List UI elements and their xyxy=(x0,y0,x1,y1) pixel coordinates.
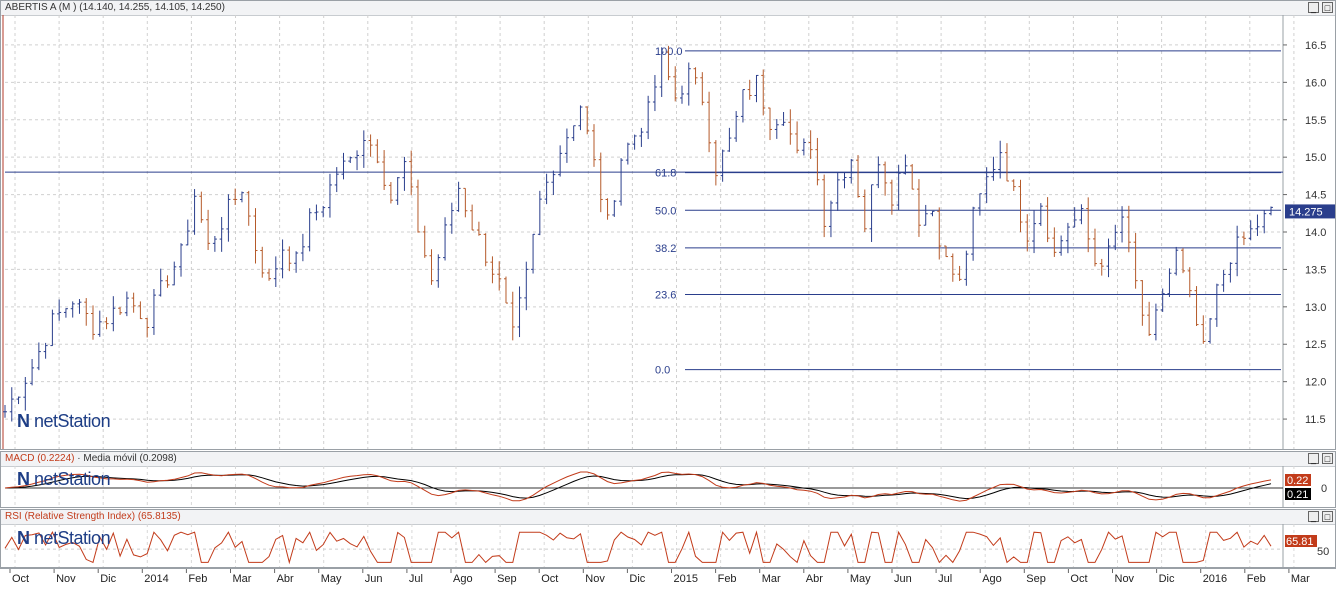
rsi-maximize-button[interactable]: □ xyxy=(1322,511,1333,522)
netstation-logo-rsi: N netStation xyxy=(17,528,111,548)
rsi-line xyxy=(4,530,1272,565)
y-tick-label: 16.0 xyxy=(1305,77,1326,89)
x-tick-label: Nov xyxy=(1115,573,1135,585)
macd-value: 0.22 xyxy=(1287,475,1308,487)
fib-level-label: 0.0 xyxy=(655,365,670,377)
y-tick-label: 13.5 xyxy=(1305,264,1326,276)
macd-panel: MACD (0.2224) · Media móvil (0.2098) _ □… xyxy=(0,451,1336,508)
x-tick-label: Oct xyxy=(1070,573,1087,585)
x-tick-label: Jun xyxy=(365,573,383,585)
x-tick-label: Feb xyxy=(188,573,207,585)
fib-level-label: 50.0 xyxy=(655,205,676,217)
fib-level-label: 23.6 xyxy=(655,289,676,301)
macd-minimize-button[interactable]: _ xyxy=(1308,453,1319,464)
x-tick-label: Nov xyxy=(585,573,605,585)
x-tick-label: Mar xyxy=(1291,573,1310,585)
y-tick-label: 12.5 xyxy=(1305,339,1326,351)
x-tick-label: Oct xyxy=(12,573,29,585)
y-tick-label: 16.5 xyxy=(1305,40,1326,52)
rsi-level-label: 50 xyxy=(1317,546,1329,558)
brand-text: netStation xyxy=(34,528,111,548)
x-tick-label: Jun xyxy=(894,573,912,585)
signal-value-tag xyxy=(1285,488,1311,500)
x-tick-label: Dic xyxy=(629,573,645,585)
macd-panel-titlebar: MACD (0.2224) · Media móvil (0.2098) xyxy=(1,452,1335,467)
price-panel-titlebar: ABERTIS A (M ) (14.140, 14.255, 14.105, … xyxy=(1,1,1335,16)
macd-value-tag xyxy=(1285,474,1311,486)
macd-ma-title: Media móvil (0.2098) xyxy=(83,453,177,464)
y-tick-label: 11.5 xyxy=(1305,414,1326,426)
rsi-value-tag xyxy=(1285,535,1317,547)
rsi-value: 65.81 xyxy=(1286,536,1314,548)
x-tick-label: Abr xyxy=(277,573,294,585)
x-tick-label: Jul xyxy=(409,573,423,585)
x-tick-label: 2015 xyxy=(674,573,698,585)
x-tick-label: Sep xyxy=(497,573,517,585)
x-tick-label: Abr xyxy=(806,573,823,585)
y-tick-label: 14.5 xyxy=(1305,190,1326,202)
fib-level-label: 38.2 xyxy=(655,243,676,255)
price-chart[interactable]: 11.5 12.0 12.5 13.0 13.5 14.0 14.5 15.0 15.5 16.0… xyxy=(1,15,1336,449)
y-tick-label: 15.5 xyxy=(1305,115,1326,127)
rsi-title: RSI (Relative Strength Index) (65.8135) xyxy=(5,511,181,522)
price-panel: ABERTIS A (M ) (14.140, 14.255, 14.105, … xyxy=(0,0,1336,450)
y-tick-label: 14.0 xyxy=(1305,227,1326,239)
x-tick-label: Feb xyxy=(718,573,737,585)
y-tick-label: 13.0 xyxy=(1305,302,1326,314)
netstation-logo-macd: N netStation xyxy=(17,469,111,489)
x-tick-label: Feb xyxy=(1247,573,1266,585)
rsi-panel: RSI (Relative Strength Index) (65.8135) … xyxy=(0,509,1336,568)
rsi-minimize-button[interactable]: _ xyxy=(1308,511,1319,522)
x-tick-label: Ago xyxy=(453,573,473,585)
netstation-logo: N netStation xyxy=(17,411,111,431)
last-price-label: 14.275 xyxy=(1289,206,1323,218)
y-tick-label: 12.0 xyxy=(1305,377,1326,389)
macd-signal-line xyxy=(4,474,1272,500)
maximize-button[interactable]: □ xyxy=(1322,2,1333,13)
x-tick-label: May xyxy=(321,573,342,585)
x-tick-label: Mar xyxy=(233,573,252,585)
x-tick-label: 2016 xyxy=(1203,573,1227,585)
brand-text: netStation xyxy=(34,411,111,431)
x-tick-label: Dic xyxy=(1159,573,1175,585)
time-axis: Oct Nov Dic 2014 Feb Mar Abr May Jun Jul Ago Sep Oct… xyxy=(0,568,1336,587)
macd-maximize-button[interactable]: □ xyxy=(1322,453,1333,464)
macd-zero-label: 0 xyxy=(1321,483,1327,495)
x-tick-label: 2014 xyxy=(144,573,168,585)
macd-title: MACD (0.2224) xyxy=(5,453,75,464)
price-panel-title: ABERTIS A (M ) (14.140, 14.255, 14.105, … xyxy=(5,2,225,13)
last-price-tag xyxy=(1285,204,1335,219)
x-tick-label: Mar xyxy=(762,573,781,585)
x-tick-label: Dic xyxy=(100,573,116,585)
x-tick-label: Ago xyxy=(982,573,1002,585)
fib-level-label: 61.8 xyxy=(655,168,676,180)
macd-line xyxy=(4,471,1272,502)
x-tick-label: Nov xyxy=(56,573,76,585)
macd-chart[interactable]: 0.22 0.21 0 xyxy=(1,466,1336,508)
brand-text: netStation xyxy=(34,469,111,489)
rsi-panel-titlebar: RSI (Relative Strength Index) (65.8135) xyxy=(1,510,1335,525)
x-tick-label: May xyxy=(850,573,871,585)
price-chart-area[interactable]: 11.5 12.0 12.5 13.0 13.5 14.0 14.5 15.0 15.5 16.0… xyxy=(1,15,1336,449)
x-tick-label: Sep xyxy=(1026,573,1046,585)
macd-title-separator: · xyxy=(74,453,84,464)
rsi-chart-area[interactable]: 65.81 50 xyxy=(1,524,1336,568)
y-tick-label: 15.0 xyxy=(1305,152,1326,164)
x-tick-label: Oct xyxy=(541,573,558,585)
x-tick-label: Jul xyxy=(938,573,952,585)
minimize-button[interactable]: _ xyxy=(1308,2,1319,13)
signal-value: 0.21 xyxy=(1287,489,1308,501)
time-axis-labels: Oct Nov Dic 2014 Feb Mar Abr May Jun Jul Ago Sep Oct… xyxy=(9,569,1310,585)
macd-chart-area[interactable]: 0.22 0.21 0 xyxy=(1,466,1336,508)
